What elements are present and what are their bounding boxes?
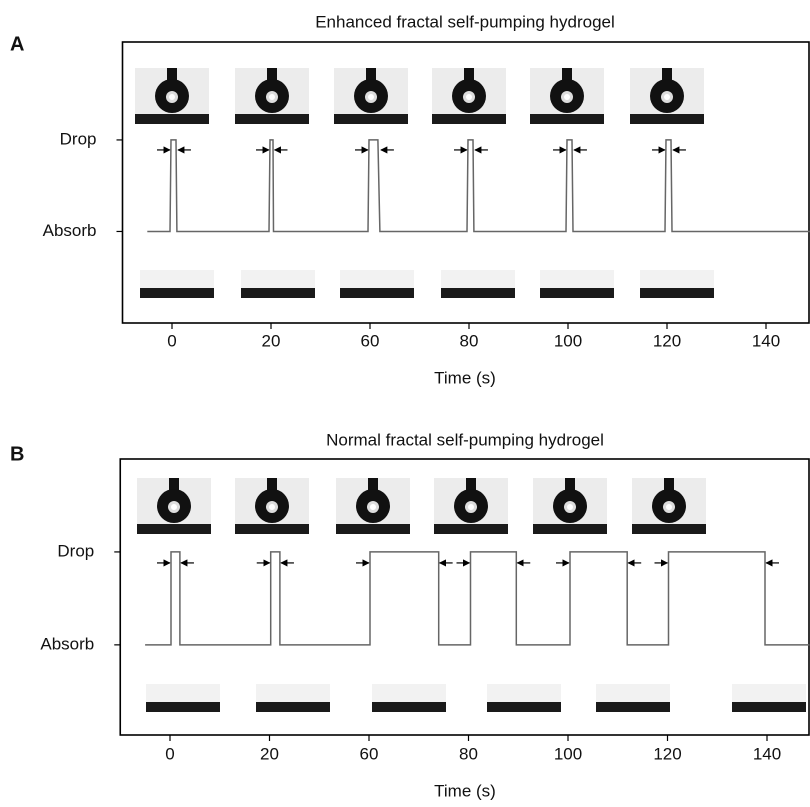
- panel: A Enhanced fractal self-pumping hydrogel T…: [10, 12, 810, 387]
- y-tick-label: Drop: [57, 541, 94, 560]
- x-tick-label: 100: [554, 744, 582, 763]
- hydrogel-strip: [235, 114, 309, 124]
- hydrogel-strip: [235, 524, 309, 534]
- needle: [662, 68, 672, 82]
- signal-line: [145, 551, 810, 646]
- hydrogel-strip: [732, 702, 806, 712]
- hydrogel-strip: [640, 288, 714, 298]
- needle: [267, 478, 277, 492]
- panel: B Normal fractal self-pumping hydrogel Tim…: [10, 430, 810, 800]
- needle: [466, 478, 476, 492]
- droplet-core: [468, 504, 474, 510]
- hydrogel-strip: [632, 524, 706, 534]
- x-tick-label: 60: [361, 331, 380, 350]
- hydrogel-strip: [334, 114, 408, 124]
- x-tick-label: 120: [653, 744, 681, 763]
- droplet-core: [567, 504, 573, 510]
- hydrogel-photo-background: [340, 270, 414, 288]
- hydrogel-strip: [434, 524, 508, 534]
- hydrogel-photo-background: [640, 270, 714, 288]
- hydrogel-strip: [533, 524, 607, 534]
- x-tick-label: 60: [360, 744, 379, 763]
- needle: [565, 478, 575, 492]
- needle: [368, 478, 378, 492]
- droplet-core: [171, 504, 177, 510]
- x-tick-label: 80: [459, 744, 478, 763]
- hydrogel-photo-background: [372, 684, 446, 702]
- hydrogel-photo-background: [146, 684, 220, 702]
- droplet-core: [666, 504, 672, 510]
- x-tick-label: 100: [554, 331, 582, 350]
- hydrogel-strip: [140, 288, 214, 298]
- panel-label: B: [10, 443, 24, 465]
- hydrogel-strip: [137, 524, 211, 534]
- hydrogel-photo-background: [596, 684, 670, 702]
- hydrogel-photo-background: [140, 270, 214, 288]
- hydrogel-strip: [540, 288, 614, 298]
- hydrogel-photo-background: [241, 270, 315, 288]
- hydrogel-strip: [487, 702, 561, 712]
- x-tick-label: 20: [262, 331, 281, 350]
- y-tick-label: Drop: [60, 129, 97, 148]
- hydrogel-photo-background: [441, 270, 515, 288]
- plot-frame: [119, 458, 810, 736]
- x-tick-label: 20: [260, 744, 279, 763]
- panel-label: A: [10, 33, 24, 55]
- hydrogel-strip: [630, 114, 704, 124]
- hydrogel-strip: [336, 524, 410, 534]
- hydrogel-strip: [596, 702, 670, 712]
- hydrogel-strip: [372, 702, 446, 712]
- hydrogel-strip: [256, 702, 330, 712]
- hydrogel-photo-background: [540, 270, 614, 288]
- droplet-core: [564, 94, 570, 100]
- hydrogel-photo-background: [732, 684, 806, 702]
- x-tick-label: 120: [653, 331, 681, 350]
- x-axis-label: Time (s): [434, 368, 496, 387]
- hydrogel-strip: [530, 114, 604, 124]
- hydrogel-strip: [432, 114, 506, 124]
- hydrogel-photo-background: [256, 684, 330, 702]
- hydrogel-photo-background: [487, 684, 561, 702]
- needle: [464, 68, 474, 82]
- chart-title: Enhanced fractal self-pumping hydrogel: [315, 12, 615, 31]
- x-tick-label: 0: [165, 744, 174, 763]
- needle: [267, 68, 277, 82]
- droplet-core: [466, 94, 472, 100]
- hydrogel-strip: [146, 702, 220, 712]
- y-tick-label: Absorb: [40, 634, 94, 653]
- plot-frame: [121, 41, 810, 324]
- x-axis-label: Time (s): [434, 781, 496, 800]
- droplet-core: [664, 94, 670, 100]
- needle: [167, 68, 177, 82]
- signal-line: [147, 139, 810, 233]
- hydrogel-strip: [241, 288, 315, 298]
- hydrogel-strip: [135, 114, 209, 124]
- droplet-core: [370, 504, 376, 510]
- chart-title: Normal fractal self-pumping hydrogel: [326, 430, 604, 449]
- x-tick-label: 140: [752, 331, 780, 350]
- needle: [664, 478, 674, 492]
- droplet-core: [169, 94, 175, 100]
- hydrogel-strip: [441, 288, 515, 298]
- droplet-core: [368, 94, 374, 100]
- x-tick-label: 80: [460, 331, 479, 350]
- y-tick-label: Absorb: [43, 221, 97, 240]
- x-tick-label: 0: [167, 331, 176, 350]
- x-tick-label: 140: [753, 744, 781, 763]
- needle: [366, 68, 376, 82]
- needle: [169, 478, 179, 492]
- needle: [562, 68, 572, 82]
- droplet-core: [269, 504, 275, 510]
- hydrogel-strip: [340, 288, 414, 298]
- droplet-core: [269, 94, 275, 100]
